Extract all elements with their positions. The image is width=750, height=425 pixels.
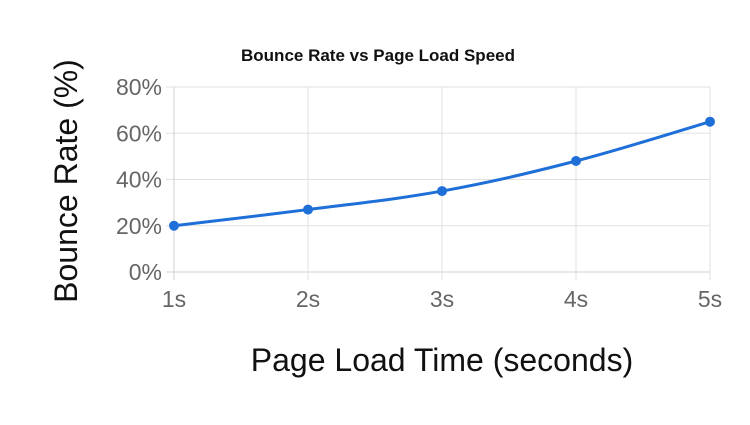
grid bbox=[166, 86, 711, 280]
data-point bbox=[169, 220, 179, 231]
data-point bbox=[303, 204, 313, 215]
data-point bbox=[571, 156, 581, 166]
y-tick-label: 0% bbox=[129, 259, 162, 285]
x-tick-label: 5s bbox=[698, 286, 722, 312]
axes: 0% 20% 40% 60% 80% 1s 2s 3s 4s 5s bbox=[116, 74, 722, 312]
series bbox=[169, 116, 715, 231]
x-tick-label: 3s bbox=[430, 286, 454, 312]
x-tick-label: 2s bbox=[296, 286, 320, 312]
x-tick-label: 4s bbox=[564, 286, 588, 312]
data-point bbox=[705, 116, 715, 127]
y-tick-label: 20% bbox=[116, 213, 162, 239]
y-tick-label: 40% bbox=[116, 167, 162, 193]
x-axis-title: Page Load Time (seconds) bbox=[251, 342, 633, 378]
y-tick-label: 60% bbox=[116, 120, 162, 146]
y-axis-title: Bounce Rate (%) bbox=[48, 59, 84, 303]
x-tick-label: 1s bbox=[162, 286, 186, 312]
chart-title: Bounce Rate vs Page Load Speed bbox=[241, 46, 515, 65]
data-point bbox=[437, 186, 447, 197]
y-tick-label: 80% bbox=[116, 74, 162, 100]
